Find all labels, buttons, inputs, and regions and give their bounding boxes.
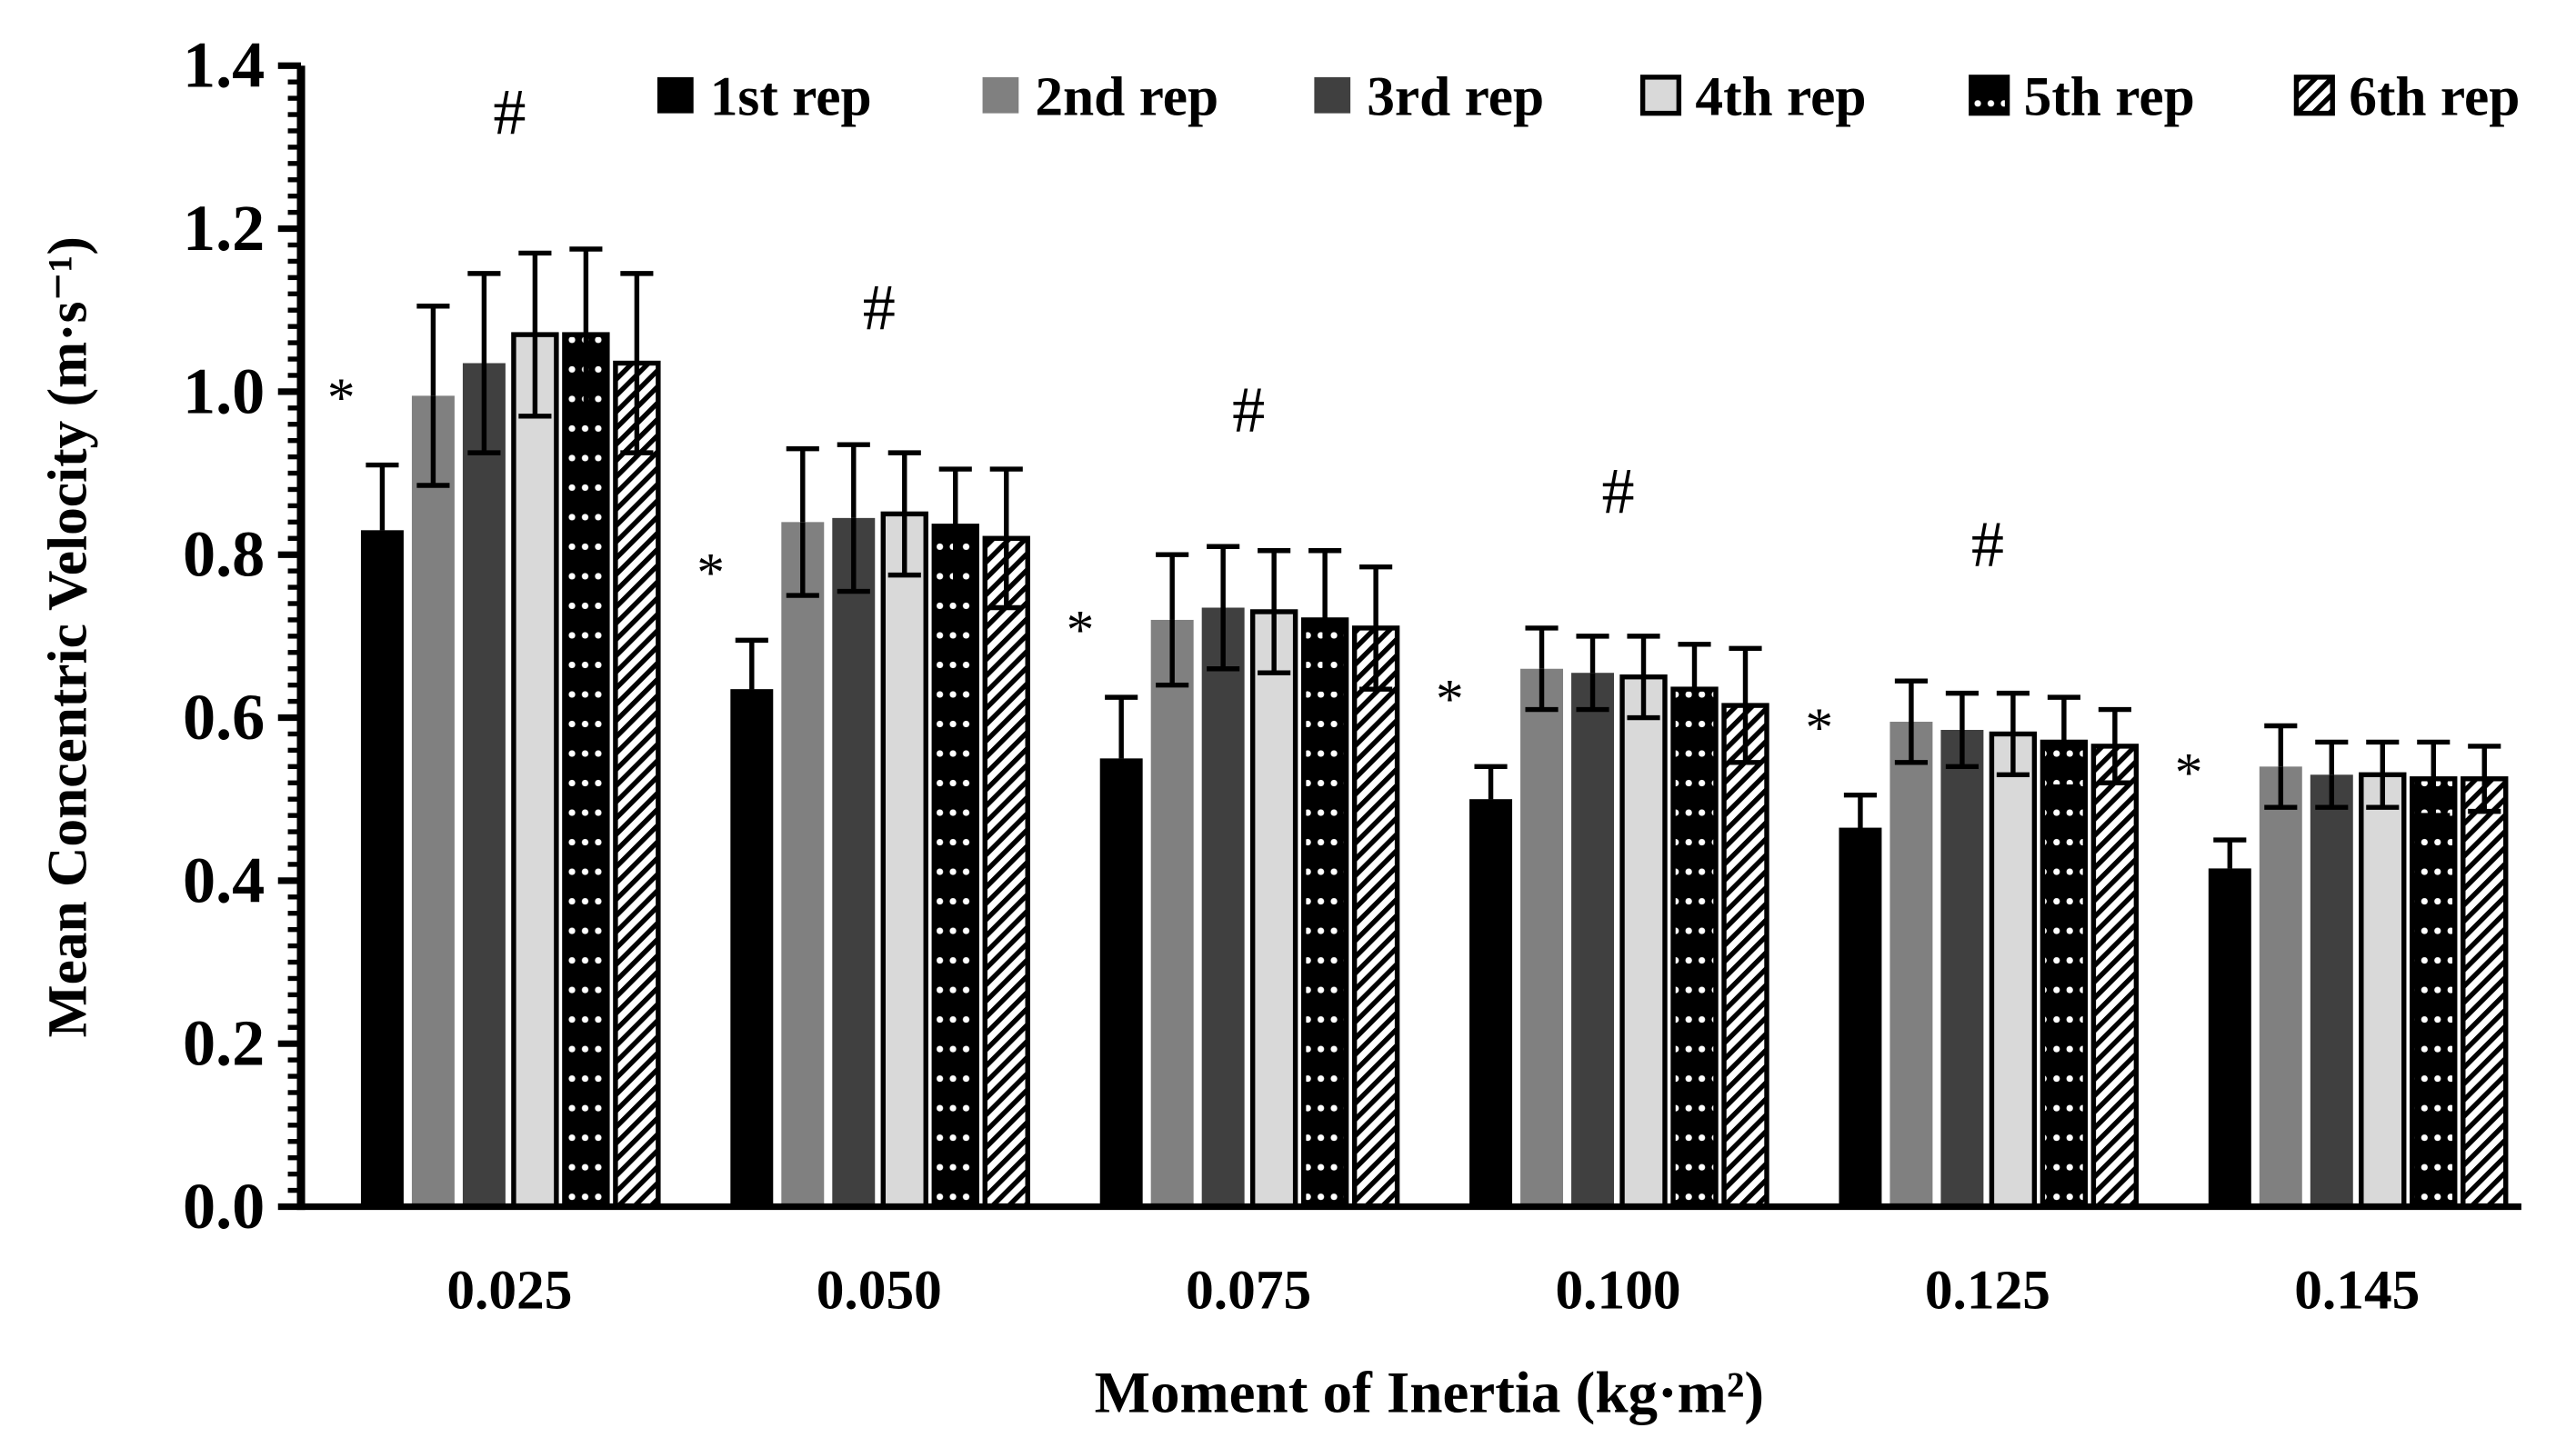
y-tick-label: 1.0 — [183, 355, 265, 427]
bar-4th-rep — [2359, 772, 2407, 1210]
bar-4th-rep — [1989, 731, 2038, 1210]
group-significance-hash: # — [1971, 508, 2004, 581]
y-tick-label: 1.2 — [183, 192, 265, 265]
bar-4th-rep — [1249, 609, 1298, 1210]
group-significance-hash: # — [1232, 374, 1265, 446]
bar-2nd-rep — [2259, 766, 2302, 1207]
bar-5th-rep — [2040, 739, 2089, 1210]
bar-1st-rep — [1099, 758, 1143, 1207]
y-tick-label: 0.0 — [183, 1170, 265, 1243]
bar-5th-rep — [2410, 776, 2458, 1210]
bar-3rd-rep — [2310, 774, 2353, 1207]
legend-swatch — [2293, 75, 2335, 116]
group-significance-hash: # — [863, 272, 896, 345]
bar-3rd-rep — [1940, 729, 1984, 1207]
significance-star: * — [2175, 742, 2203, 804]
x-axis-label: Moment of Inertia (kg·m²) — [1095, 1360, 1764, 1425]
y-axis-label: Mean Concentric Velocity (m·s⁻¹) — [36, 236, 98, 1037]
bar-6th-rep — [982, 535, 1030, 1210]
x-tick-label: 0.050 — [817, 1259, 942, 1321]
significance-star: * — [1067, 599, 1095, 661]
x-tick-label: 0.075 — [1186, 1259, 1311, 1321]
x-tick-label: 0.100 — [1555, 1259, 1680, 1321]
group-significance-hash: # — [493, 76, 526, 149]
legend-swatch — [1639, 75, 1682, 116]
legend-label: 5th rep — [2024, 65, 2195, 127]
bar-5th-rep — [1670, 686, 1719, 1210]
bar-1st-rep — [1469, 799, 1513, 1207]
y-tick-label: 0.2 — [183, 1007, 265, 1080]
significance-star: * — [697, 542, 725, 604]
bar-1st-rep — [1839, 827, 1882, 1207]
bar-6th-rep — [1721, 703, 1769, 1210]
y-tick-label: 0.8 — [183, 518, 265, 591]
bar-4th-rep — [880, 511, 928, 1210]
bar-2nd-rep — [1150, 619, 1194, 1207]
legend-swatch — [1969, 75, 2010, 116]
bar-2nd-rep — [781, 522, 825, 1207]
bar-6th-rep — [613, 360, 661, 1210]
significance-star: * — [1805, 697, 1833, 759]
bar-3rd-rep — [462, 363, 506, 1207]
significance-star: * — [1436, 668, 1464, 730]
bar-1st-rep — [2208, 868, 2251, 1207]
bar-6th-rep — [2090, 744, 2140, 1210]
bar-6th-rep — [2461, 776, 2509, 1210]
bar-1st-rep — [730, 689, 774, 1207]
legend-swatch — [982, 76, 1019, 114]
bar-3rd-rep — [1201, 607, 1245, 1207]
bar-2nd-rep — [1889, 722, 1933, 1207]
significance-star: * — [327, 366, 356, 428]
legend-label: 2nd rep — [1035, 65, 1218, 127]
legend-swatch — [657, 76, 694, 114]
bar-6th-rep — [1351, 625, 1400, 1210]
bar-4th-rep — [1619, 674, 1668, 1210]
legend-label: 6th rep — [2349, 65, 2520, 127]
x-tick-label: 0.125 — [1925, 1259, 2050, 1321]
plot-area: 0.0 0.2 0.4 0.6 0.8 1.0 1.2 1.4 * 0.025 # * 0.050 # * 0… — [183, 29, 2521, 1321]
x-tick-label: 0.145 — [2294, 1259, 2420, 1321]
bar-4th-rep — [511, 332, 559, 1210]
legend-swatch — [1314, 76, 1351, 114]
group-significance-hash: # — [1601, 454, 1634, 527]
legend-label: 1st rep — [710, 65, 872, 127]
bar-3rd-rep — [1571, 673, 1615, 1207]
bar-1st-rep — [360, 530, 404, 1207]
bar-5th-rep — [931, 524, 979, 1210]
bar-3rd-rep — [832, 517, 876, 1207]
legend-label: 4th rep — [1695, 65, 1866, 127]
y-tick-label: 0.6 — [183, 681, 265, 754]
y-tick-label: 0.4 — [183, 844, 265, 916]
bar-5th-rep — [562, 332, 610, 1210]
legend-label: 3rd rep — [1367, 65, 1544, 127]
bar-2nd-rep — [1520, 668, 1564, 1207]
y-tick-label: 1.4 — [183, 29, 265, 102]
x-tick-label: 0.025 — [446, 1259, 572, 1321]
bar-2nd-rep — [411, 395, 455, 1207]
legend: 1st rep 2nd rep 3rd rep 4th rep 5th rep 6th r… — [657, 65, 2520, 127]
bar-5th-rep — [1300, 617, 1349, 1210]
